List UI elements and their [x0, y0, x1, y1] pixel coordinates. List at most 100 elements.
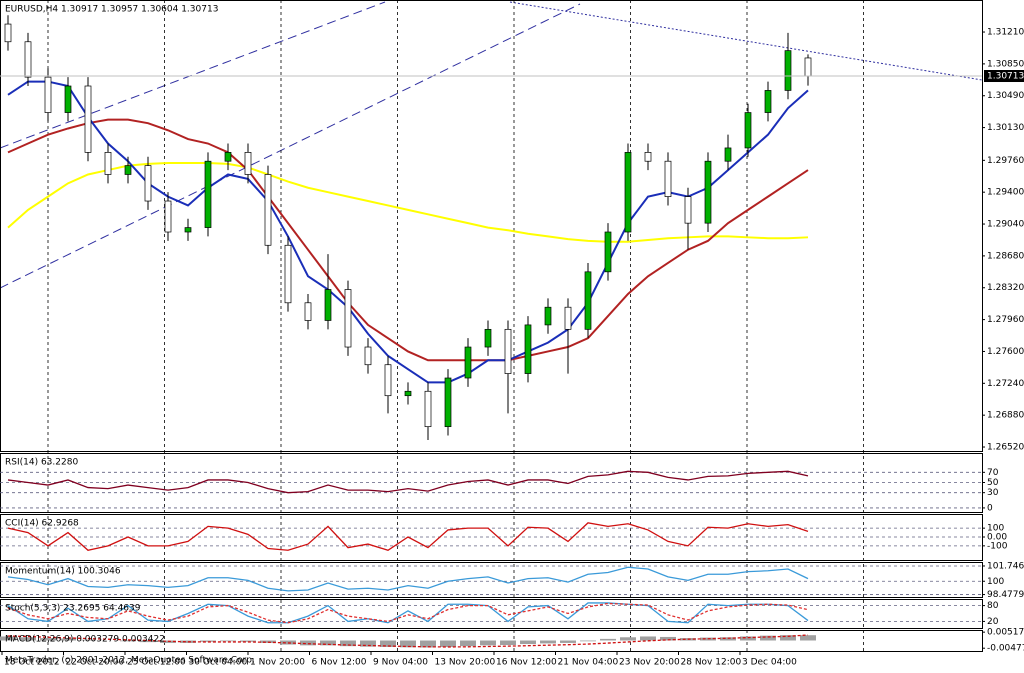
candle-body — [404, 390, 412, 397]
candle-body — [564, 306, 572, 330]
y-tick-label: 100 — [987, 524, 1004, 534]
candle-body — [524, 324, 532, 374]
histogram-bar — [240, 640, 256, 642]
series-line — [7, 161, 809, 243]
histogram-bar — [20, 637, 36, 641]
x-tick-label: 30 Oct 04:00 — [189, 658, 248, 668]
panel-title: Momentum(14) 100.3046 — [5, 567, 121, 577]
candle-body — [264, 174, 272, 246]
candle-body — [484, 328, 492, 348]
panel-title: RSI(14) 63.2280 — [5, 458, 78, 468]
histogram-bar — [40, 638, 56, 641]
y-tick-label: 1.30850 — [987, 59, 1024, 69]
y-tick-label: 20 — [987, 617, 999, 627]
candle-body — [124, 165, 132, 175]
y-tick-label: 0.005172 — [987, 628, 1024, 638]
panel-title: MACD(12,26,9) 0.003279 0.003422 — [5, 635, 165, 645]
x-tick-label: 6 Nov 12:00 — [312, 658, 367, 668]
candle-body — [304, 302, 312, 321]
panel-frame — [0, 630, 983, 652]
series-line — [7, 602, 809, 624]
y-tick-label: 1.30130 — [987, 123, 1024, 133]
y-tick-label: 0.00 — [987, 533, 1007, 543]
candle-body — [244, 152, 252, 175]
histogram-bar — [620, 637, 636, 641]
candle-body — [64, 85, 72, 113]
y-tick-label: 1.27240 — [987, 379, 1024, 389]
y-tick-label: 1.29400 — [987, 188, 1024, 198]
candle-body — [704, 160, 712, 224]
series-line — [7, 634, 809, 648]
last-price-label: 1.30713 — [987, 72, 1024, 82]
histogram-bar — [800, 635, 816, 641]
series-line — [7, 522, 809, 551]
histogram-bar — [460, 640, 476, 647]
histogram-bar — [520, 640, 536, 645]
histogram-bar — [640, 636, 656, 641]
x-tick-label: 9 Nov 04:00 — [373, 658, 428, 668]
y-tick-label: 1.31210 — [987, 28, 1024, 38]
histogram-bar — [540, 640, 556, 644]
x-tick-label: 23 Nov 20:00 — [619, 658, 680, 668]
candle-body — [624, 152, 632, 233]
candle-body — [164, 200, 172, 233]
candle-body — [204, 160, 212, 228]
y-tick-label: 101.7462 — [987, 561, 1024, 571]
candle-body — [284, 244, 292, 304]
candle-body — [544, 306, 552, 326]
candle-body — [464, 346, 472, 379]
candle-body — [104, 152, 112, 175]
candle-body — [144, 165, 152, 202]
panel-title: EURUSD,H4 1.30917 1.30957 1.30604 1.3071… — [5, 5, 218, 15]
candle-body — [24, 41, 32, 78]
x-tick-label: 28 Nov 12:00 — [681, 658, 742, 668]
histogram-bar — [760, 635, 776, 641]
candle-body — [344, 289, 352, 348]
histogram-bar — [220, 640, 236, 642]
histogram-bar — [660, 636, 676, 641]
histogram-bar — [200, 640, 216, 642]
candle-body — [764, 90, 772, 113]
candle-body — [364, 346, 372, 366]
x-tick-label: 1 Nov 20:00 — [250, 658, 305, 668]
candle-body — [664, 160, 672, 197]
y-tick-label: 1.26520 — [987, 443, 1024, 453]
y-tick-label: 50 — [987, 478, 999, 488]
histogram-bar — [560, 640, 576, 643]
series-line — [7, 80, 809, 384]
x-tick-label: 18 Oct 2012 — [4, 658, 60, 668]
candle-body — [724, 147, 732, 162]
y-tick-label: 1.27960 — [987, 315, 1024, 325]
candle-body — [744, 112, 752, 149]
candle-body — [84, 85, 92, 153]
x-tick-label: 13 Nov 20:00 — [435, 658, 496, 668]
panel-title: Stoch(5,3,3) 23.2695 64.4639 — [5, 604, 141, 614]
y-tick-label: 1.26880 — [987, 411, 1024, 421]
y-tick-label: 1.29760 — [987, 156, 1024, 166]
histogram-bar — [480, 640, 496, 646]
candle-body — [384, 364, 392, 397]
series-line — [7, 602, 809, 624]
candle-body — [444, 377, 452, 428]
histogram-bar — [380, 640, 396, 647]
histogram-bar — [120, 640, 136, 642]
histogram-bar — [600, 638, 616, 641]
y-tick-label: 98.4779 — [987, 590, 1024, 600]
histogram-bar — [580, 640, 596, 642]
candle-body — [644, 152, 652, 162]
series-line — [7, 566, 809, 592]
histogram-bar — [400, 640, 416, 648]
footer: MetaTrader, (c) 2001-2012, MetaQuotes So… — [5, 656, 255, 666]
candle-body — [324, 289, 332, 321]
last-price-box — [984, 70, 1024, 83]
histogram-bar — [340, 640, 356, 647]
candle-body — [804, 57, 812, 77]
candle-body — [424, 390, 432, 428]
y-tick-label: 100 — [987, 577, 1004, 587]
panel-frame — [0, 0, 983, 452]
candle-body — [504, 328, 512, 374]
x-tick-label: 21 Nov 04:00 — [558, 658, 619, 668]
panel-frame — [0, 562, 983, 598]
